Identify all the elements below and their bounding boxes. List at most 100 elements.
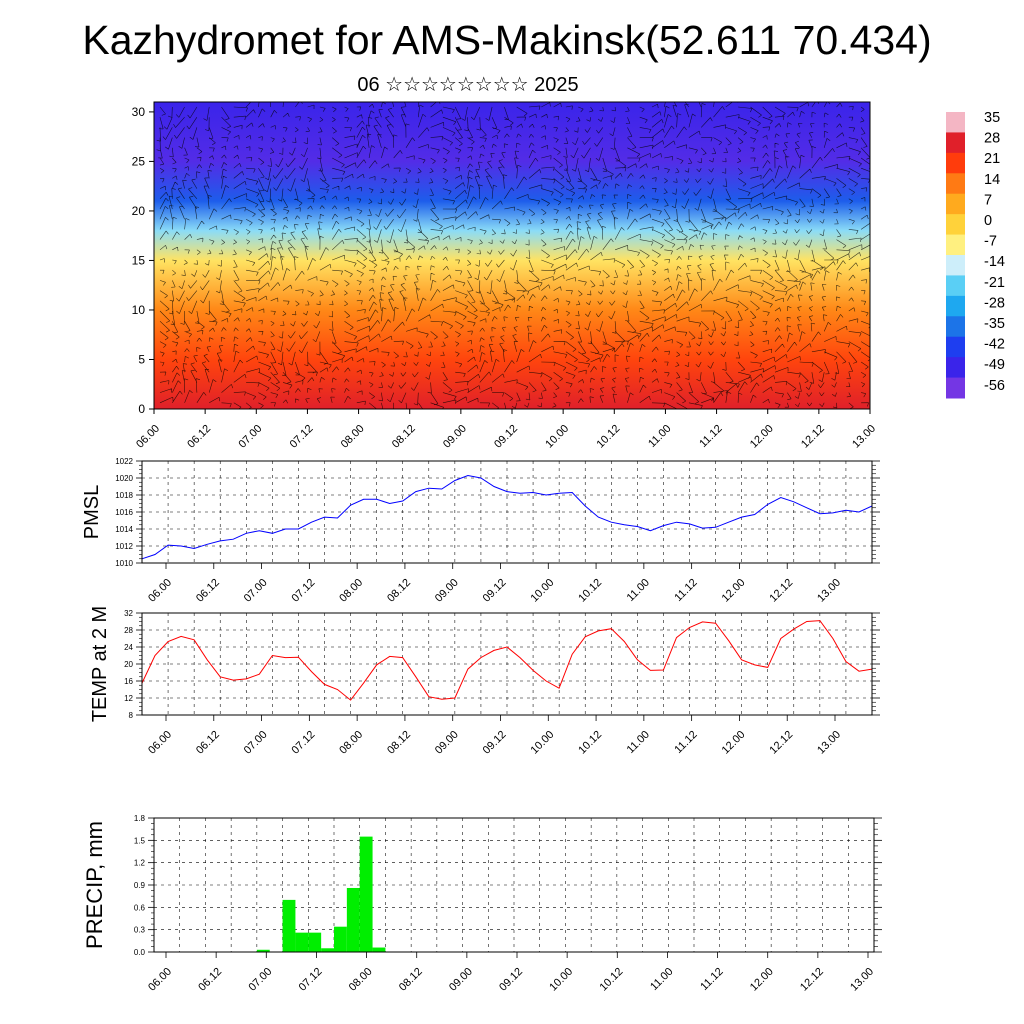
precip-bar [295,932,309,952]
x-tick-label: 10.12 [576,577,604,605]
grid-lines [142,613,872,715]
x-tick-label: 12.00 [720,729,748,757]
x-tick-label: 07.12 [290,729,318,757]
precip-bar [282,899,296,952]
colorbar-swatch [946,193,965,215]
x-tick-label: 09.12 [492,423,520,451]
x-tick-label: 10.12 [597,966,625,994]
y-tick-label: 5 [138,352,145,366]
y-tick-label: 24 [124,643,133,652]
colorbar-label: -21 [984,275,1005,291]
precip-panel: 0.0 0.3 0.6 0.9 1.2 1.5 1.8 06.00 06.12 07.00 07.1… [82,814,882,994]
colorbar-label: -42 [984,337,1005,353]
colorbar-swatch [946,214,965,236]
x-tick-label: 08.12 [385,729,413,757]
x-tick-label: 06.12 [194,577,222,605]
series-line [141,474,873,560]
colorbar-swatch [946,173,965,195]
x-tick-label: 08.12 [390,423,418,451]
x-tick-label: 08.00 [337,729,365,757]
x-tick-label: 07.12 [290,577,318,605]
colorbar-label: -7 [984,234,997,250]
colorbar-swatch [946,132,965,154]
y-tick-label: 15 [132,253,146,267]
y-tick-label: 32 [124,609,133,618]
x-tick-label: 13.00 [815,729,843,757]
x-tick-label: 12.00 [748,966,776,994]
x-tick-label: 10.12 [594,423,622,451]
x-tick-label: 06.12 [194,729,222,757]
colorbar: 35 28 21 14 7 0 -7 -14 -21 -28 -35 -42 -49 -56 [946,110,1005,399]
x-tick-label: 06.00 [146,577,174,605]
x-tick-label: 12.12 [767,729,795,757]
x-tick-label: 09.12 [497,966,525,994]
x-tick-label: 09.00 [447,966,475,994]
x-tick-label: 07.00 [236,423,264,451]
y-tick-label: 1.8 [134,814,146,823]
x-tick-label: 11.12 [697,423,724,450]
x-tick-label: 07.12 [288,423,316,451]
precip-bar [256,949,270,952]
x-tick-label: 06.00 [134,423,162,451]
colorbar-swatch [946,112,965,133]
x-tick-label: 12.00 [748,423,776,451]
y-tick-label: 1010 [115,559,133,568]
x-tick-label: 09.00 [433,729,461,757]
wind-barbs-overlay [156,102,870,409]
x-tick-label: 10.00 [528,729,556,757]
y-tick-label: 1018 [115,491,133,500]
x-tick-label: 12.00 [720,577,748,605]
temp2m-panel: 8 12 16 20 24 28 32 06.00 06.12 07.00 07.12 08.00 08… [89,606,880,757]
colorbar-swatch [946,234,965,256]
colorbar-label: -56 [984,378,1005,394]
colorbar-swatch [946,377,965,399]
x-tick-label: 09.12 [481,577,509,605]
colorbar-swatch [946,336,965,358]
colorbar-label: 35 [984,110,1000,126]
x-tick-label: 11.00 [648,966,675,993]
precip-bar [334,926,347,952]
colorbar-label: 7 [984,192,992,208]
x-tick-label: 12.12 [798,966,826,994]
y-axis-title: TEMP at 2 M [89,606,111,722]
x-tick-label: 06.00 [146,966,174,994]
y-tick-label: 30 [132,105,146,119]
precip-bar [372,947,386,952]
grid-lines [154,818,874,952]
x-tick-label: 08.00 [337,577,365,605]
x-tick-label: 13.00 [850,423,878,451]
y-tick-label: 8 [129,711,134,720]
y-tick-label: 0.6 [134,903,146,912]
colorbar-swatch [946,357,965,379]
y-tick-label: 1020 [115,474,133,483]
y-tick-label: 0.9 [134,881,146,890]
x-tick-label: 11.12 [672,729,699,756]
precip-bar [346,887,360,952]
colorbar-label: 0 [984,213,992,229]
x-tick-label: 11.00 [625,729,652,756]
x-tick-label: 10.00 [543,423,571,451]
x-tick-label: 07.00 [242,729,270,757]
colorbar-label: 14 [984,172,1000,188]
x-tick-label: 06.12 [185,423,213,451]
x-tick-label: 09.00 [433,577,461,605]
colorbar-label: -28 [984,295,1005,311]
colorbar-swatch [946,275,965,297]
y-tick-label: 1012 [115,542,133,551]
x-tick-label: 13.00 [815,577,843,605]
y-tick-label: 1016 [115,508,133,517]
precip-bar [308,932,322,952]
y-tick-label: 10 [132,303,146,317]
y-axis-title: PRECIP, mm [82,821,107,949]
y-tick-label: 25 [132,154,146,168]
x-tick-label: 07.00 [246,966,274,994]
colorbar-label: 21 [984,151,1000,167]
x-tick-label: 13.00 [848,966,876,994]
x-tick-label: 09.00 [441,423,469,451]
chart-subtitle: 06 ☆☆☆☆☆☆☆☆ 2025 [357,74,579,96]
x-tick-label: 11.00 [646,423,673,450]
y-tick-label: 0 [138,402,145,416]
colorbar-label: -14 [984,254,1005,270]
x-tick-label: 12.12 [767,577,795,605]
